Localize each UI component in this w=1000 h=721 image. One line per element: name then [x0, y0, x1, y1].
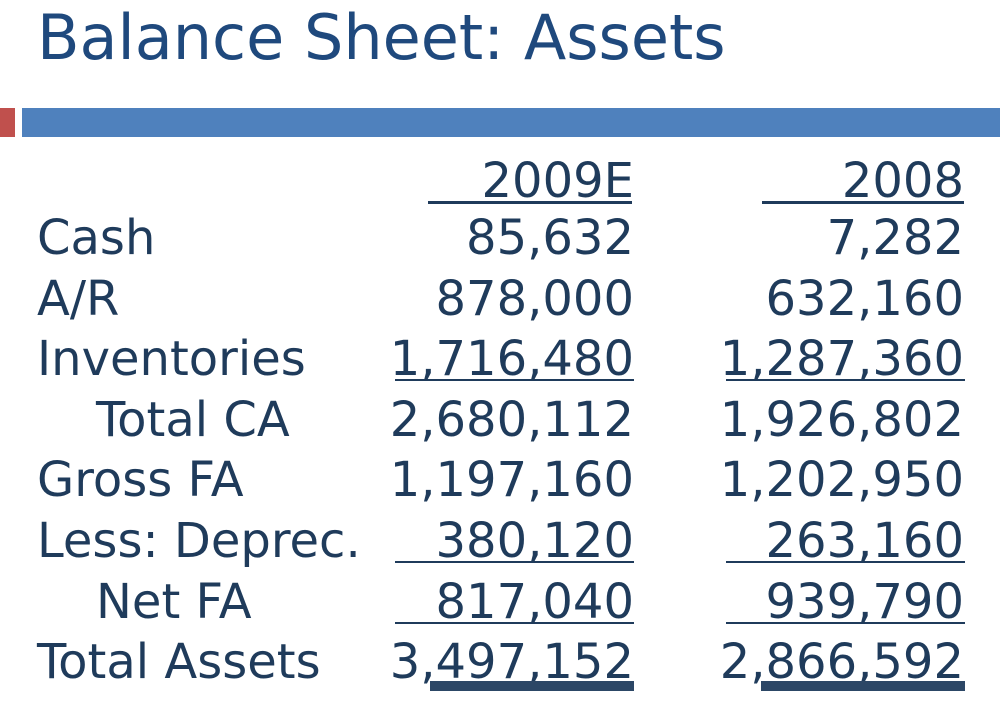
deprec-underline-2008 — [726, 561, 965, 563]
column-header-2009e: 2009E — [481, 153, 634, 209]
row-label-cash: Cash — [37, 210, 156, 266]
row-label-net-fa: Net FA — [96, 574, 252, 630]
row-label-gross-fa: Gross FA — [37, 452, 244, 508]
total-assets-double-underline-2008 — [761, 681, 965, 691]
net-fa-underline-2009e — [395, 622, 634, 624]
gross-fa-2009e: 1,197,160 — [389, 452, 634, 508]
total-assets-2008: 2,866,592 — [719, 634, 964, 690]
row-label-inventories: Inventories — [37, 331, 306, 387]
gross-fa-2008: 1,202,950 — [719, 452, 964, 508]
inventories-underline-2009e — [395, 379, 634, 381]
cash-2009e: 85,632 — [466, 210, 634, 266]
net-fa-underline-2008 — [726, 622, 965, 624]
header-underline-2008 — [762, 201, 964, 204]
total-assets-double-underline-2009e — [430, 681, 634, 691]
slide-title: Balance Sheet: Assets — [37, 1, 726, 74]
accent-block — [0, 108, 15, 137]
inventories-underline-2008 — [726, 379, 965, 381]
inventories-2009e: 1,716,480 — [389, 331, 634, 387]
less-deprec-2008: 263,160 — [765, 513, 965, 569]
inventories-2008: 1,287,360 — [719, 331, 964, 387]
header-underline-2009e — [428, 201, 632, 204]
row-label-total-ca: Total CA — [96, 392, 290, 448]
less-deprec-2009e: 380,120 — [435, 513, 635, 569]
row-label-less-deprec: Less: Deprec. — [37, 513, 361, 569]
ar-2008: 632,160 — [765, 271, 965, 327]
cash-2008: 7,282 — [826, 210, 964, 266]
accent-bar — [22, 108, 1000, 137]
column-header-2008: 2008 — [841, 153, 964, 209]
total-assets-2009e: 3,497,152 — [389, 634, 634, 690]
ar-2009e: 878,000 — [435, 271, 635, 327]
total-ca-2008: 1,926,802 — [719, 392, 964, 448]
net-fa-2008: 939,790 — [765, 574, 965, 630]
deprec-underline-2009e — [395, 561, 634, 563]
row-label-total-assets: Total Assets — [37, 634, 321, 690]
total-ca-2009e: 2,680,112 — [389, 392, 634, 448]
net-fa-2009e: 817,040 — [435, 574, 635, 630]
row-label-ar: A/R — [37, 271, 120, 327]
